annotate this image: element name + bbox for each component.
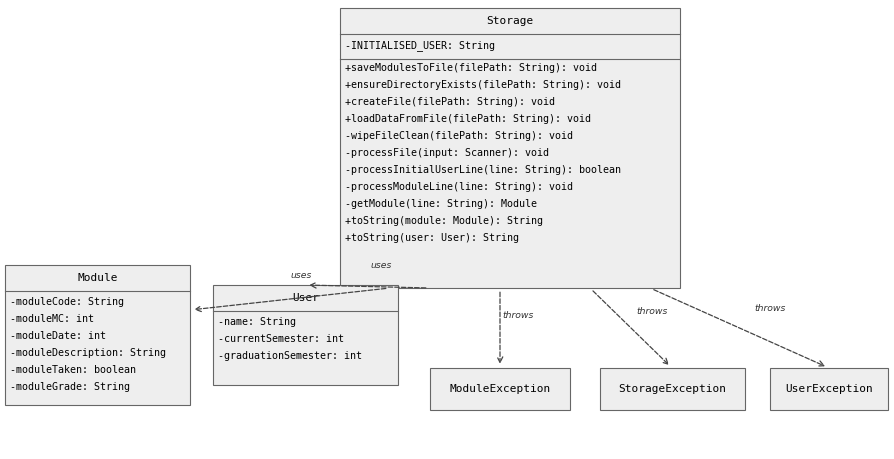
Text: -processFile(input: Scanner): void: -processFile(input: Scanner): void — [345, 148, 549, 158]
Text: Module: Module — [77, 273, 118, 283]
Text: -moduleDate: int: -moduleDate: int — [10, 331, 106, 341]
Text: -name: String: -name: String — [218, 317, 296, 327]
Bar — [213, 285, 398, 385]
Text: Storage: Storage — [486, 16, 534, 26]
Text: -graduationSemester: int: -graduationSemester: int — [218, 351, 362, 361]
Text: ModuleException: ModuleException — [450, 384, 551, 394]
Text: -moduleTaken: boolean: -moduleTaken: boolean — [10, 365, 136, 375]
Text: throws: throws — [502, 311, 534, 320]
Bar — [340, 8, 680, 288]
Text: -INITIALISED_USER: String: -INITIALISED_USER: String — [345, 40, 495, 51]
Bar — [5, 265, 190, 405]
Text: User: User — [292, 293, 319, 303]
Text: -currentSemester: int: -currentSemester: int — [218, 334, 344, 344]
Bar — [600, 368, 745, 410]
Text: +createFile(filePath: String): void: +createFile(filePath: String): void — [345, 97, 555, 107]
Text: -moduleDescription: String: -moduleDescription: String — [10, 348, 166, 358]
Text: +loadDataFromFile(filePath: String): void: +loadDataFromFile(filePath: String): voi… — [345, 114, 591, 124]
Bar — [430, 368, 570, 410]
Text: uses: uses — [370, 261, 392, 270]
Text: -getModule(line: String): Module: -getModule(line: String): Module — [345, 199, 537, 209]
Text: +toString(user: User): String: +toString(user: User): String — [345, 233, 519, 243]
Text: +ensureDirectoryExists(filePath: String): void: +ensureDirectoryExists(filePath: String)… — [345, 80, 621, 90]
Text: +toString(module: Module): String: +toString(module: Module): String — [345, 216, 543, 226]
Text: throws: throws — [636, 307, 668, 316]
Text: -wipeFileClean(filePath: String): void: -wipeFileClean(filePath: String): void — [345, 131, 573, 141]
Text: -moduleGrade: String: -moduleGrade: String — [10, 382, 130, 392]
Text: -processModuleLine(line: String): void: -processModuleLine(line: String): void — [345, 182, 573, 192]
Text: +saveModulesToFile(filePath: String): void: +saveModulesToFile(filePath: String): vo… — [345, 63, 597, 73]
Text: UserException: UserException — [785, 384, 873, 394]
Bar — [770, 368, 888, 410]
Text: StorageException: StorageException — [619, 384, 727, 394]
Text: -moduleMC: int: -moduleMC: int — [10, 314, 94, 324]
Text: -processInitialUserLine(line: String): boolean: -processInitialUserLine(line: String): b… — [345, 165, 621, 175]
Text: throws: throws — [754, 304, 785, 313]
Text: uses: uses — [290, 271, 311, 280]
Text: -moduleCode: String: -moduleCode: String — [10, 297, 124, 307]
